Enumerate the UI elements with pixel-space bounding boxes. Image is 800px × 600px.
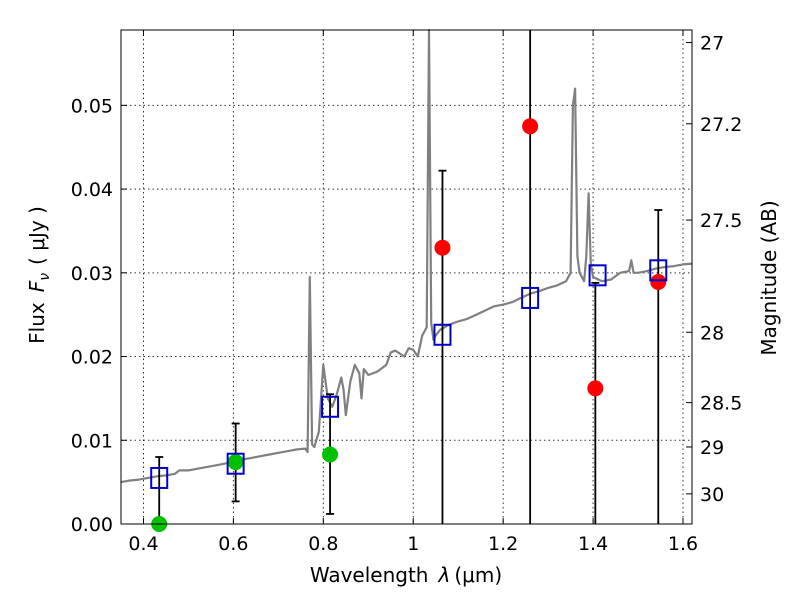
y2-tick-label: 27: [700, 33, 724, 55]
x-tick-label: 0.4: [128, 533, 158, 555]
model-band-marker: [588, 264, 607, 287]
y-tick-label: 0.01: [71, 430, 113, 452]
y2-tick-label: 30: [700, 484, 724, 506]
y2-tick-label: 27.2: [700, 114, 742, 136]
x-tick-label: 1.2: [488, 533, 518, 555]
data-point: [434, 239, 451, 256]
data-point: [227, 454, 244, 471]
y2-tick-label: 27.5: [700, 210, 742, 232]
y2-axis-ticks: 27 27.2 27.5 28 28.5 29 30: [686, 33, 742, 506]
x-tick-label: 0.8: [308, 533, 338, 555]
y-tick-label: 0.00: [71, 514, 113, 536]
y-tick-label: 0.04: [71, 179, 113, 201]
plot-frame: [120, 29, 693, 525]
x-axis-ticks: 0.4 0.6 0.8 1 1.2 1.4 1.6: [128, 30, 698, 555]
y-axis-label: FluxFν( μJy ): [25, 206, 53, 344]
x-tick-label: 1.4: [578, 533, 608, 555]
y-axis-ticks: 0.00 0.01 0.02 0.03 0.04 0.05: [71, 95, 127, 536]
y2-tick-label: 28: [700, 322, 724, 344]
data-point: [322, 446, 339, 463]
data-point: [522, 118, 539, 135]
model-band-marker: [150, 466, 169, 489]
y-tick-label: 0.03: [71, 263, 113, 285]
y2-axis-label: Magnitude (AB): [757, 200, 781, 355]
error-bars: [155, 30, 663, 524]
model-band-marker: [521, 286, 540, 309]
data-point: [650, 274, 667, 291]
model-band-marker: [433, 323, 452, 346]
x-axis-label: Wavelength λ (μm): [310, 563, 502, 587]
x-tick-label: 1.6: [668, 533, 698, 555]
model-spectrum: [120, 28, 693, 484]
y-tick-label: 0.02: [71, 347, 113, 369]
y2-tick-label: 28.5: [700, 393, 742, 415]
y-tick-label: 0.05: [71, 95, 113, 117]
model-band-marker: [321, 395, 340, 418]
x-tick-label: 0.6: [218, 533, 248, 555]
model-band-marker: [226, 452, 245, 475]
data-markers: [150, 118, 668, 532]
x-tick-label: 1: [407, 533, 419, 555]
spectrum-line: [120, 28, 693, 484]
model-band-marker: [649, 259, 668, 282]
y2-tick-label: 29: [700, 437, 724, 459]
data-point: [587, 380, 604, 397]
